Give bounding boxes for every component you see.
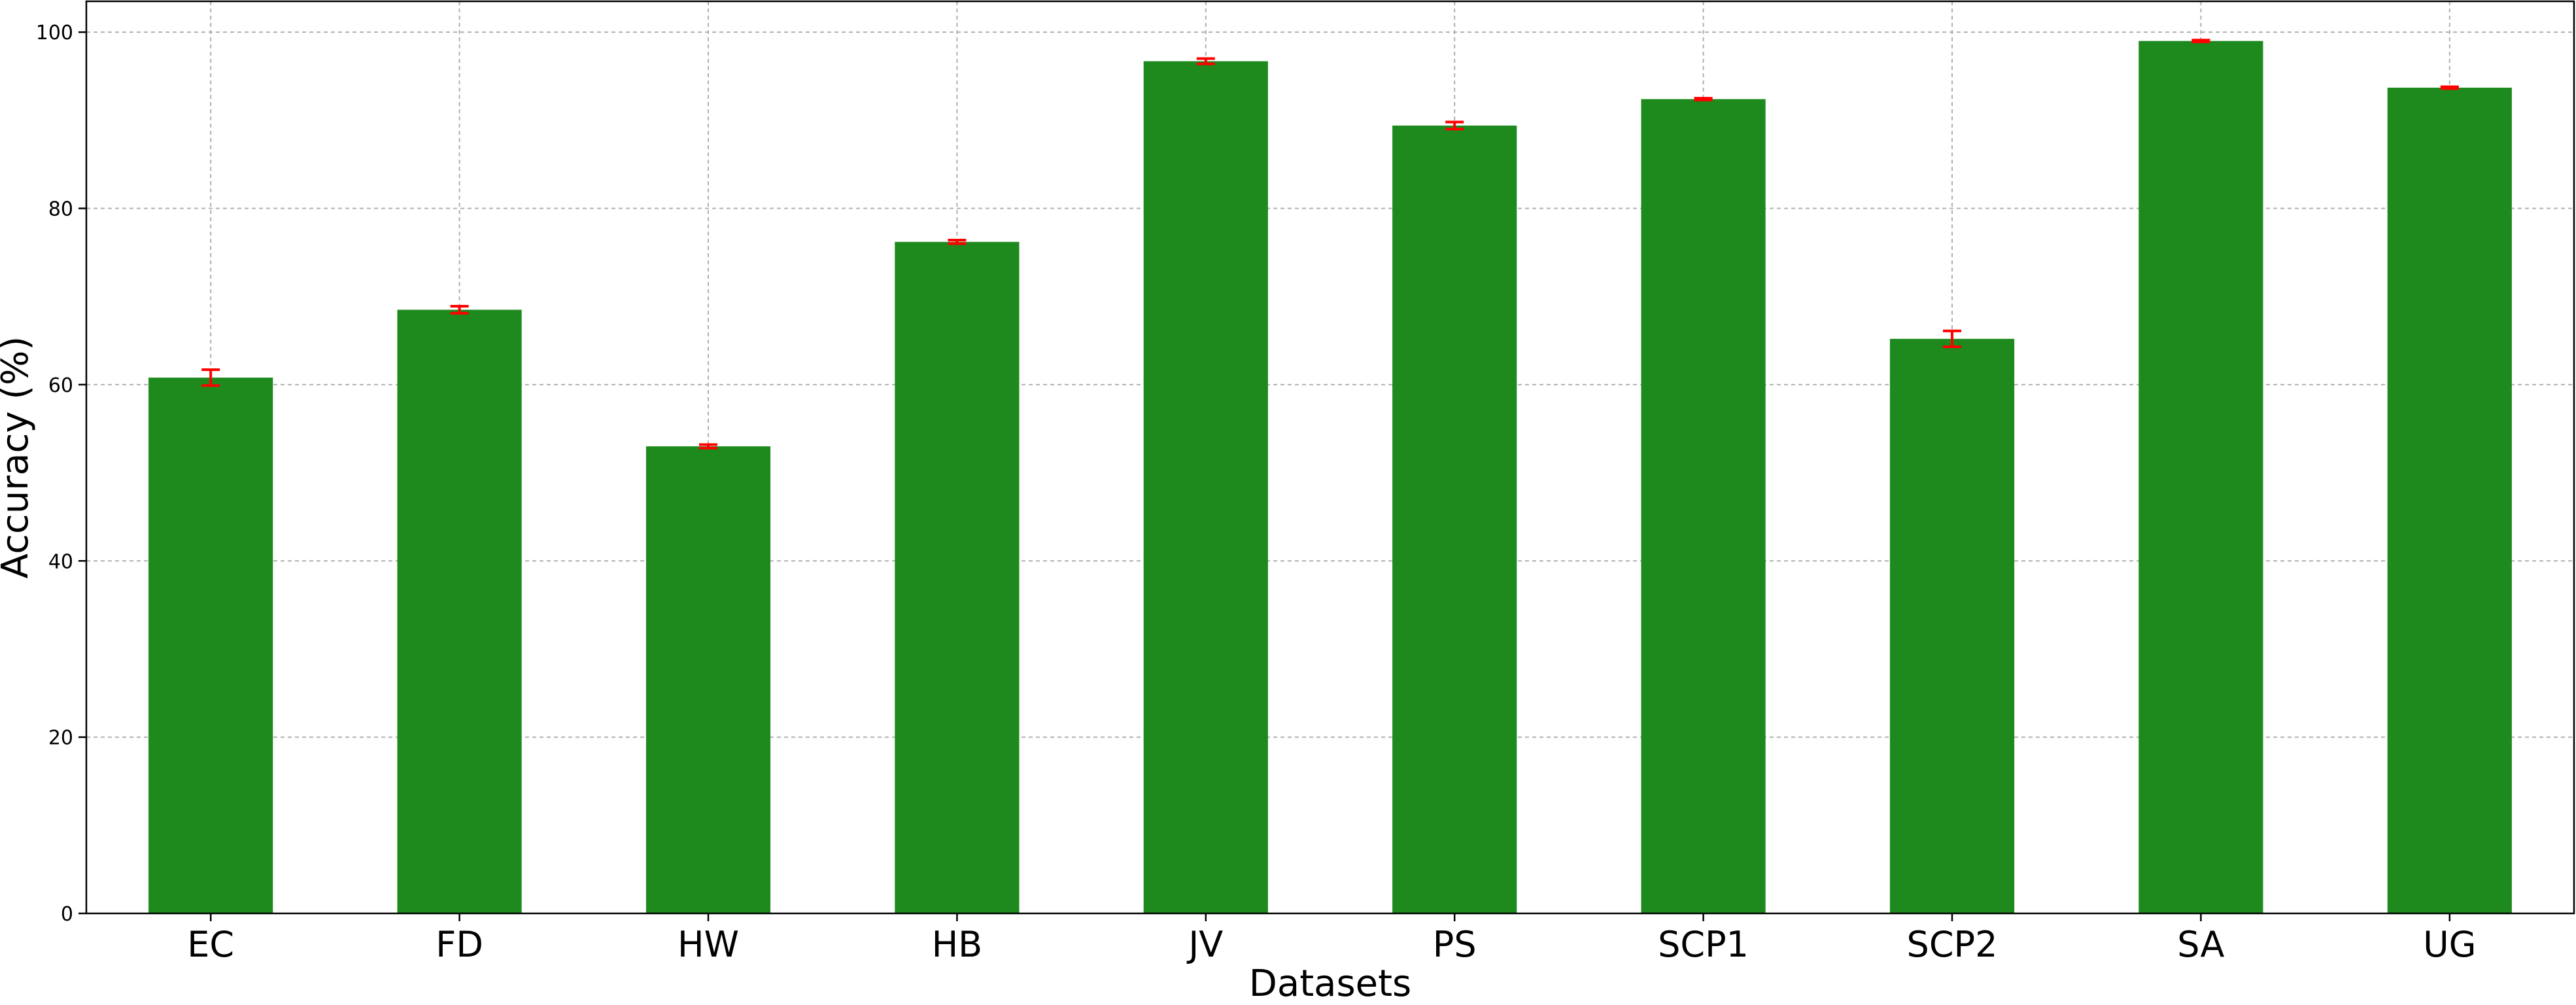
bar-jv: [1143, 61, 1268, 914]
error-bar-hb: [948, 238, 967, 245]
error-bar-fd: [450, 305, 469, 315]
x-tick-label: EC: [187, 924, 234, 965]
bar-scp2: [1889, 338, 2015, 913]
y-tick-label: 40: [48, 550, 73, 573]
y-axis-label: Accuracy (%): [0, 336, 37, 578]
bar-ug: [2387, 87, 2512, 913]
error-bar-scp1: [1694, 97, 1713, 101]
bar-ps: [1392, 125, 1517, 914]
bar-fd: [397, 309, 522, 913]
x-tick-label: HW: [678, 924, 739, 965]
x-tick-label: FD: [436, 924, 483, 965]
x-tick-label: HB: [932, 924, 983, 965]
plot-frame: [85, 0, 2575, 915]
y-tick-label: 20: [48, 727, 73, 750]
bar-scp1: [1641, 99, 1766, 913]
bar-hb: [895, 241, 1020, 913]
y-tick-label: 80: [48, 198, 73, 221]
x-tick-label: SA: [2177, 924, 2224, 965]
bar-ec: [148, 378, 273, 913]
error-bars: [201, 39, 2459, 450]
bar-hw: [645, 446, 771, 913]
error-bar-ec: [201, 368, 220, 387]
y-tick-label: 0: [61, 903, 73, 926]
error-bar-ps: [1445, 120, 1464, 131]
bar-sa: [2138, 41, 2263, 914]
x-axis-ticks: EC FD HW HB JV PS SCP1 SCP2 SA UG: [187, 913, 2476, 965]
x-tick-label: PS: [1433, 924, 1477, 965]
x-tick-label: SCP2: [1907, 924, 1998, 965]
x-tick-label: SCP1: [1658, 924, 1749, 965]
x-axis-label: Datasets: [1249, 962, 1411, 1005]
error-bar-scp2: [1943, 329, 1961, 348]
error-bar-hw: [699, 443, 717, 450]
error-bar-jv: [1196, 57, 1215, 65]
error-bar-sa: [2191, 39, 2210, 43]
y-tick-label: 100: [36, 22, 73, 44]
error-bar-ug: [2440, 85, 2459, 90]
bars: [148, 41, 2512, 914]
x-tick-label: UG: [2423, 924, 2476, 965]
y-axis-ticks: 0 20 40 60 80 100: [36, 22, 86, 926]
y-tick-label: 60: [48, 374, 73, 397]
x-tick-label: JV: [1186, 924, 1223, 965]
